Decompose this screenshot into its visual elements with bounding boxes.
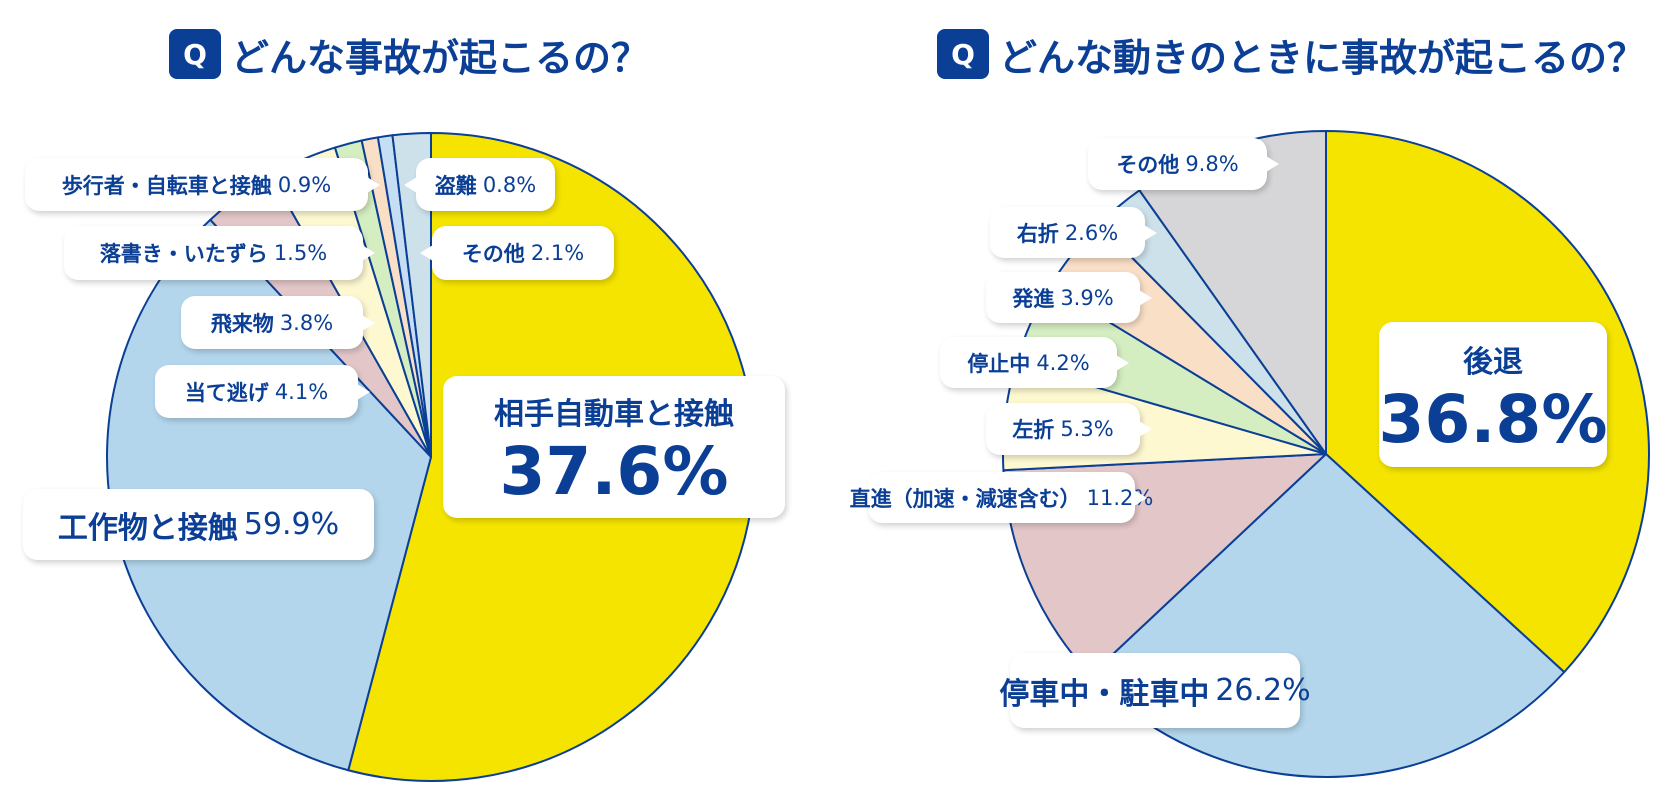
- label-vandalism: 落書き・いたずら 1.5%: [64, 226, 375, 280]
- label-name: 当て逃げ: [184, 380, 269, 405]
- label-pedestrian-bicycle: 歩行者・自転車と接触 0.9%: [25, 158, 380, 211]
- label-flying-object: 飛来物 3.8%: [181, 296, 375, 349]
- label-pct: 1.5%: [273, 241, 328, 265]
- label-structure: 工作物と接触 59.9%: [23, 489, 374, 560]
- label-pct: 0.9%: [277, 172, 332, 197]
- label-theft: 盗難 0.8%: [404, 158, 555, 211]
- label-right-turn: 右折 2.6%: [990, 207, 1157, 258]
- label-start: 発進 3.9%: [986, 272, 1152, 323]
- label-pct: 11.2%: [1086, 485, 1154, 510]
- label-name: 工作物と接触: [57, 510, 238, 546]
- label-reversing: 後退 36.8%: [1378, 322, 1608, 467]
- q-badge: Q: [169, 29, 221, 79]
- label-name: 発進: [1012, 286, 1055, 311]
- label-pct: 3.9%: [1060, 285, 1114, 310]
- label-pct: 9.8%: [1185, 152, 1239, 176]
- label-name: 後退: [1463, 344, 1523, 380]
- label-name: 右折: [1016, 221, 1059, 246]
- left-chart-title: Q どんな事故が起こるの？: [169, 29, 650, 80]
- label-other-vehicle: 相手自動車と接触 37.6%: [443, 376, 785, 518]
- right-chart-title: Q どんな動きのときに事故が起こるの？: [937, 29, 1646, 80]
- label-parked: 停車中・駐車中 26.2%: [999, 653, 1311, 728]
- label-name: 停車中・駐車中: [999, 676, 1210, 712]
- left-title-text: どんな事故が起こるの？: [231, 35, 650, 80]
- label-name: その他: [1116, 153, 1180, 177]
- label-pct: 2.6%: [1064, 220, 1119, 245]
- q-badge: Q: [937, 29, 989, 79]
- right-title-text: どんな動きのときに事故が起こるの？: [999, 35, 1646, 80]
- label-pct: 4.1%: [274, 379, 329, 404]
- label-stopped: 停止中 4.2%: [940, 337, 1129, 388]
- label-name: 盗難: [434, 173, 477, 198]
- label-name: 相手自動車と接触: [494, 397, 734, 432]
- label-other-right: その他 9.8%: [1088, 138, 1279, 190]
- label-pct: 37.6%: [499, 433, 729, 510]
- label-hit-and-run: 当て逃げ 4.1%: [155, 365, 370, 418]
- label-pct: 2.1%: [530, 241, 585, 265]
- label-pct: 0.8%: [482, 172, 537, 197]
- label-name: 飛来物: [210, 311, 274, 336]
- label-name: 直進（加速・減速含む）: [849, 486, 1081, 511]
- label-pct: 59.9%: [243, 507, 340, 542]
- label-name: その他: [461, 242, 525, 266]
- label-name: 歩行者・自転車と接触: [61, 173, 272, 198]
- label-pct: 5.3%: [1060, 417, 1114, 441]
- label-pct: 36.8%: [1378, 380, 1608, 458]
- label-pct: 26.2%: [1215, 673, 1311, 708]
- label-name: 左折: [1012, 418, 1055, 442]
- label-straight: 直進（加速・減速含む） 11.2%: [850, 472, 1153, 523]
- label-name: 停止中: [967, 351, 1031, 376]
- label-pct: 4.2%: [1036, 350, 1090, 375]
- label-other-left: その他 2.1%: [420, 226, 614, 280]
- label-left-turn: 左折 5.3%: [986, 403, 1152, 455]
- label-pct: 3.8%: [279, 310, 334, 335]
- label-name: 落書き・いたずら: [99, 242, 268, 266]
- pie-slice-7: [391, 132, 432, 458]
